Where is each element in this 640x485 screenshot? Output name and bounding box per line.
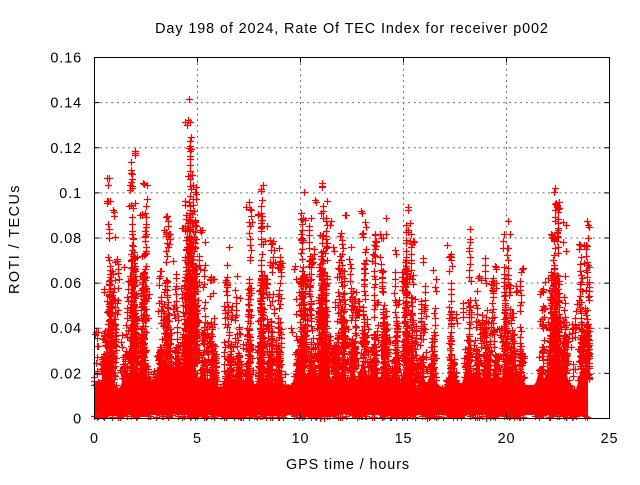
svg-text:ROTI / TECUs: ROTI / TECUs [7, 184, 23, 294]
svg-text:0.1: 0.1 [59, 186, 82, 202]
svg-text:20: 20 [498, 431, 516, 447]
svg-text:0.14: 0.14 [50, 96, 82, 112]
svg-text:0.06: 0.06 [50, 276, 82, 292]
svg-text:0.12: 0.12 [50, 141, 82, 157]
svg-text:10: 10 [292, 431, 310, 447]
svg-text:0.16: 0.16 [50, 51, 82, 67]
svg-text:0.08: 0.08 [50, 231, 82, 247]
svg-text:GPS time / hours: GPS time / hours [286, 457, 410, 473]
svg-text:0: 0 [73, 412, 82, 428]
svg-text:Day 198 of 2024, Rate Of TEC I: Day 198 of 2024, Rate Of TEC Index for r… [155, 21, 549, 37]
svg-text:0.02: 0.02 [50, 366, 82, 382]
svg-text:25: 25 [601, 431, 619, 447]
svg-text:0.04: 0.04 [50, 321, 82, 337]
svg-text:5: 5 [193, 431, 202, 447]
svg-text:0: 0 [90, 431, 99, 447]
svg-text:15: 15 [395, 431, 413, 447]
